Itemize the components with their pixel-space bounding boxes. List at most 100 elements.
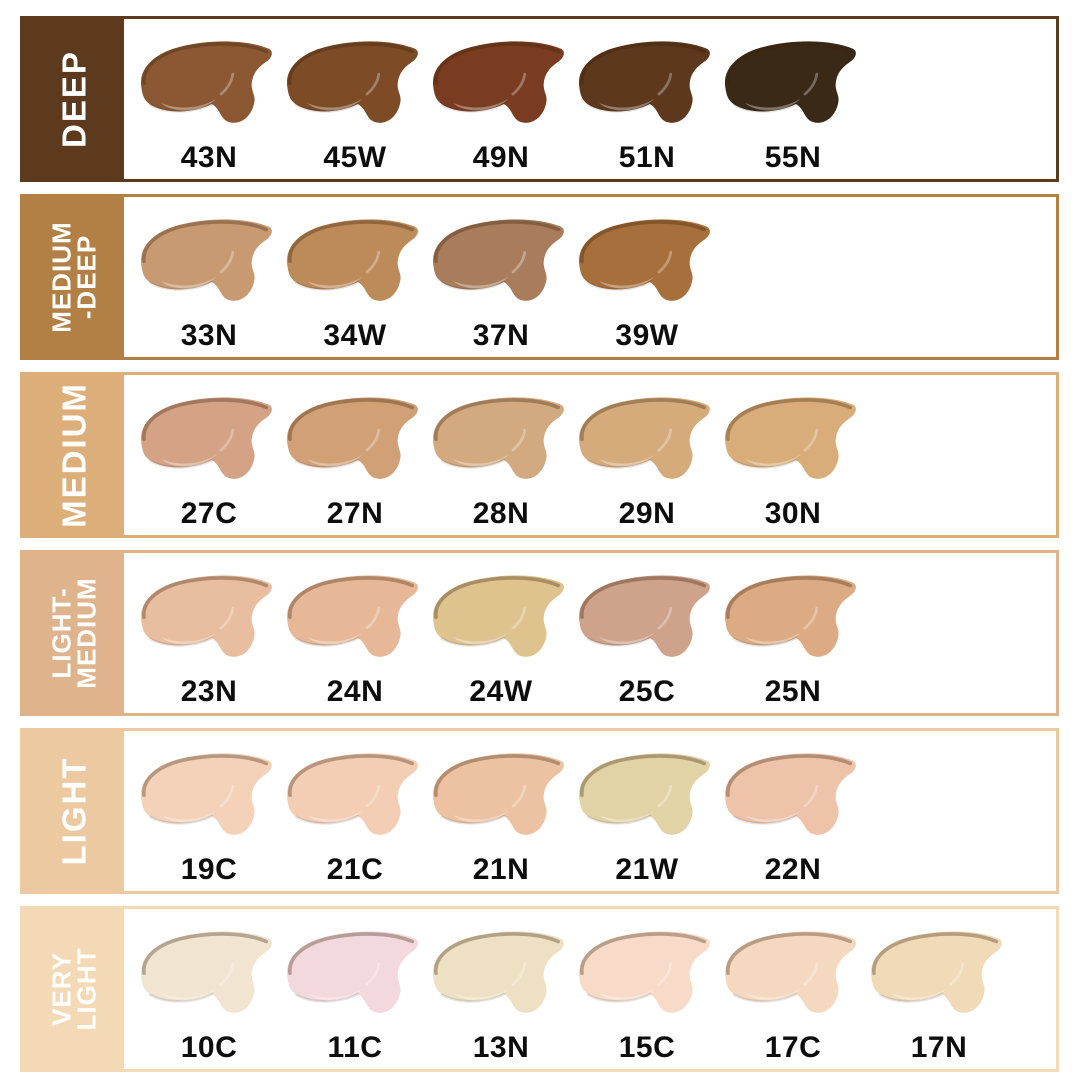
swatch-smear-fill [432,575,564,657]
shade-cell: 43N [134,19,284,175]
shade-code-label: 51N [618,141,676,174]
shade-cell: 21W [572,731,722,887]
swatch-smear-icon [140,931,272,1013]
swatch-area: 23N 24N 24W 25C [124,553,1056,713]
swatch-highlight [599,810,655,823]
shade-code-label: 27C [180,497,238,530]
swatch-crest-shadow [580,932,707,975]
swatch-highlight [307,810,363,823]
shade-cell: 10C [134,909,284,1065]
shade-code-label: 33N [180,319,238,352]
shade-row: MEDIUM -DEEP 33N 34W 3 [20,194,1059,360]
swatch-highlight [745,810,801,823]
swatch-smear-fill [432,219,564,301]
swatch-crest-shadow [580,398,707,441]
shade-code-label: 30N [764,497,822,530]
swatch-smear-fill [870,931,1002,1013]
swatch-bottom-shadow [586,102,652,113]
swatch-bottom-shadow [148,814,214,825]
category-label: DEEP [55,50,92,148]
category-label-line2: MEDIUM [70,577,101,689]
swatch-highlight-curl [511,784,527,808]
category-label-line1: LIGHT- [45,587,76,679]
swatch-bottom-shadow [878,992,944,1003]
swatch-crest-shadow [726,754,853,797]
category-sidebar: DEEP [23,19,124,179]
swatch-smear-fill [578,753,710,835]
swatch-highlight [599,98,655,111]
shade-cell: 17C [718,909,868,1065]
shade-code-label: 23N [180,675,238,708]
swatch-smear-fill [578,41,710,123]
shade-cell: 51N [572,19,722,175]
swatch-highlight-curl [365,962,381,986]
swatch-smear-fill [432,753,564,835]
rows-container: DEEP 43N 45W 49N [20,16,1059,1072]
swatch-smear-fill [432,931,564,1013]
swatch-smear-icon [578,41,710,123]
shade-cell: 49N [426,19,576,175]
swatch-smear-icon [432,41,564,123]
category-sidebar: VERY LIGHT [23,909,124,1069]
category-label-line2: LIGHT [70,947,101,1031]
swatch-smear-fill [286,575,418,657]
swatch-highlight-curl [219,250,235,274]
swatch-smear-icon [578,753,710,835]
swatch-bottom-shadow [732,458,798,469]
swatch-smear-icon [140,41,272,123]
swatch-highlight [745,454,801,467]
swatch-bottom-shadow [148,636,214,647]
swatch-smear-fill [724,575,856,657]
shade-code-label: 10C [180,1031,238,1064]
swatch-smear-fill [286,931,418,1013]
shade-code-label: 27N [326,497,384,530]
shade-code-label: 21W [615,853,679,886]
shade-code-label: 21C [326,853,384,886]
swatch-highlight [307,276,363,289]
swatch-highlight-curl [657,250,673,274]
swatch-bottom-shadow [440,102,506,113]
shade-cell: 29N [572,375,722,531]
swatch-smear-fill [432,41,564,123]
swatch-crest-shadow [142,576,269,619]
swatch-highlight [161,988,217,1001]
swatch-crest-shadow [580,754,707,797]
swatch-highlight-curl [219,962,235,986]
swatch-smear-icon [140,753,272,835]
swatch-smear-icon [286,219,418,301]
swatch-bottom-shadow [294,814,360,825]
swatch-highlight [453,276,509,289]
shade-cell: 27N [280,375,430,531]
swatch-highlight [599,454,655,467]
shade-code-label: 25N [764,675,822,708]
swatch-highlight [745,988,801,1001]
swatch-crest-shadow [142,754,269,797]
swatch-highlight-curl [803,606,819,630]
shade-code-label: 24N [326,675,384,708]
swatch-bottom-shadow [440,636,506,647]
swatch-highlight [161,810,217,823]
swatch-bottom-shadow [732,814,798,825]
swatch-smear-icon [140,575,272,657]
swatch-highlight-curl [365,784,381,808]
category-sidebar: MEDIUM [23,375,124,535]
category-label: MEDIUM -DEEP [46,221,101,332]
swatch-area: 19C 21C 21N 21W [124,731,1056,891]
shade-cell: 33N [134,197,284,353]
category-label: LIGHT- MEDIUM [45,577,101,689]
swatch-smear-icon [724,753,856,835]
swatch-highlight-curl [511,250,527,274]
swatch-bottom-shadow [148,280,214,291]
shade-code-label: 43N [180,141,238,174]
category-label: LIGHT [55,757,92,866]
swatch-bottom-shadow [732,636,798,647]
shade-code-label: 13N [472,1031,530,1064]
swatch-highlight [453,454,509,467]
swatch-crest-shadow [288,576,415,619]
shade-code-label: 11C [327,1031,383,1064]
swatch-crest-shadow [580,220,707,263]
shade-cell: 22N [718,731,868,887]
swatch-highlight-curl [657,72,673,96]
swatch-bottom-shadow [440,814,506,825]
